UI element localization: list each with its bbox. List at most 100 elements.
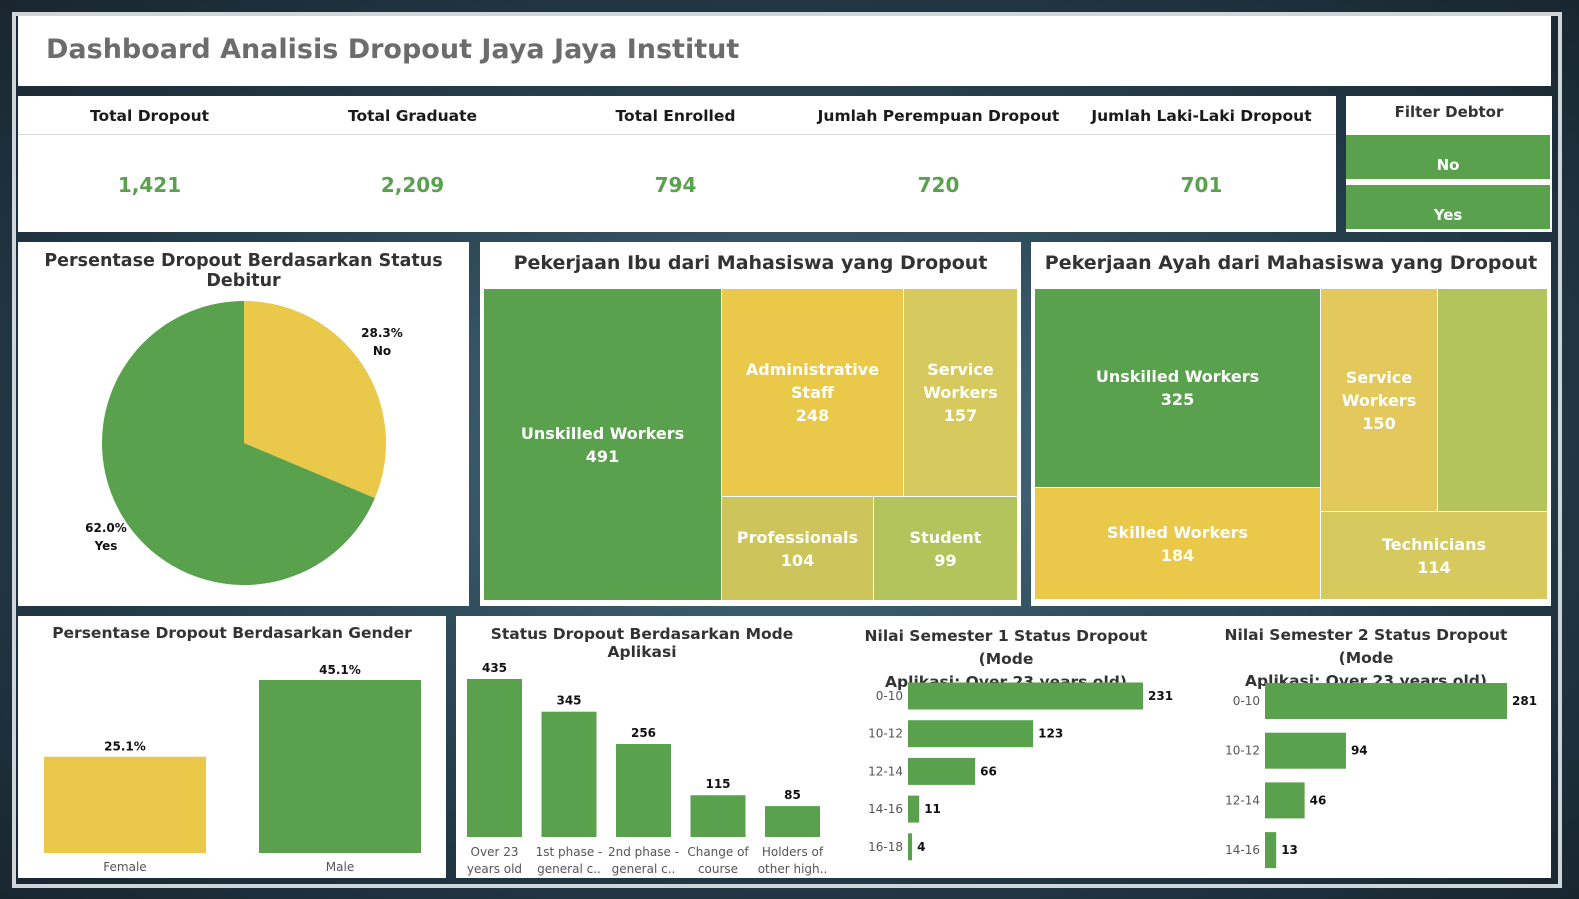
sem1-bar [908, 720, 1034, 748]
pie-slice-label: No [373, 344, 391, 358]
mode-category-label: course [698, 862, 738, 876]
tile-label: Unskilled Workers [520, 423, 685, 443]
pie-slice-yes [101, 300, 375, 585]
kpi-total-graduate: Total Graduate 2,209 [281, 96, 544, 232]
kpi-male-dropout: Jumlah Laki-Laki Dropout 701 [1070, 96, 1333, 232]
mode-category-label: Holders of [762, 845, 824, 859]
sem2-value-label: 13 [1281, 843, 1298, 857]
gender-bar-female [44, 756, 206, 853]
mode-category-label: general c.. [537, 862, 601, 876]
sem2-value-label: 46 [1310, 793, 1327, 807]
kpi-label: Total Graduate [347, 107, 478, 125]
sem2-value-label: 281 [1512, 694, 1537, 708]
sem1-title-line1: Nilai Semester 1 Status Dropout (Mode [864, 627, 1148, 668]
tile-father-skilled[interactable]: Skilled Workers 184 [1035, 488, 1321, 600]
sem1-value-label: 4 [917, 840, 925, 854]
tile-mother-administrative[interactable]: Administrative Staff 248 [722, 289, 904, 497]
filter-option-no[interactable]: No [1346, 135, 1550, 179]
gender-bar-male [259, 680, 421, 853]
sem1-value-label: 231 [1148, 689, 1173, 703]
mode-bar [467, 679, 522, 837]
sem1-value-label: 66 [980, 764, 997, 778]
sem1-category-label: 14-16 [868, 802, 903, 816]
kpi-label: Jumlah Laki-Laki Dropout [1091, 107, 1312, 125]
tile-value: 114 [1417, 557, 1451, 577]
mode-bar [541, 711, 597, 837]
tile-label: Student [909, 527, 982, 547]
pie-pct-label: 28.3% [361, 326, 403, 340]
tile-value: 157 [943, 406, 978, 425]
kpi-panel: Total Dropout 1,421 Total Graduate 2,209… [18, 96, 1336, 232]
tile-value: 104 [780, 550, 815, 570]
pie-slice-label: Yes [94, 539, 118, 553]
mode-value-label: 435 [482, 661, 507, 675]
kpi-divider [18, 134, 1336, 135]
tile-value: 325 [1160, 390, 1195, 409]
mode-value-label: 256 [631, 726, 656, 740]
kpi-value: 1,421 [117, 173, 182, 197]
mode-category-label: 2nd phase - [608, 845, 679, 859]
tile-father-technicians[interactable]: Technicians 114 [1321, 512, 1548, 600]
gender-value-label: 45.1% [319, 663, 361, 677]
mode-category-label: other high.. [758, 862, 828, 876]
sem2-title-line1: Nilai Semester 2 Status Dropout (Mode [1224, 626, 1508, 667]
sem1-bar [908, 795, 920, 823]
tile-label: Professionals [736, 527, 859, 547]
kpi-value: 701 [1180, 173, 1223, 197]
treemap-mother-title: Pekerjaan Ibu dari Mahasiswa yang Dropou… [513, 252, 988, 274]
dashboard-frame [12, 12, 1562, 888]
kpi-value: 794 [654, 173, 697, 197]
gender-category-label: Female [103, 860, 146, 874]
sem1-value-label: 123 [1038, 727, 1063, 741]
filter-option-label: No [1436, 156, 1460, 174]
pie-slice-no [244, 301, 386, 499]
mode-bar [690, 795, 746, 837]
tile-value: 99 [934, 550, 957, 570]
sem2-bar [1265, 782, 1305, 819]
tile-value: 248 [795, 406, 830, 425]
mode-category-label: general c.. [612, 862, 676, 876]
kpi-value: 2,209 [380, 173, 445, 197]
mode-category-label: 1st phase - [536, 845, 603, 859]
tile-mother-student[interactable]: Student 99 [874, 497, 1018, 601]
gender-value-label: 25.1% [104, 740, 146, 754]
kpi-total-enrolled: Total Enrolled 794 [544, 96, 807, 232]
mode-category-label: Change of [687, 845, 749, 859]
tile-father-service[interactable]: Service Workers 150 [1321, 289, 1438, 512]
mode-chart-title: Status Dropout Berdasarkan Mode Aplikasi [490, 625, 794, 661]
sem1-category-label: 0-10 [876, 689, 903, 703]
sem2-category-label: 10-12 [1225, 744, 1260, 758]
gender-chart-title: Persentase Dropout Berdasarkan Gender [52, 624, 412, 642]
sem2-bar [1265, 732, 1346, 769]
mode-bar [765, 806, 820, 837]
tile-value: 150 [1362, 413, 1396, 433]
tile-label: Service Workers [923, 360, 998, 402]
tile-father-other[interactable] [1438, 289, 1548, 512]
tile-father-unskilled[interactable]: Unskilled Workers 325 [1035, 289, 1321, 488]
filter-option-yes[interactable]: Yes [1346, 185, 1550, 229]
mode-value-label: 85 [784, 788, 801, 802]
filter-option-label: Yes [1433, 206, 1463, 224]
sem2-category-label: 12-14 [1225, 793, 1260, 807]
sem1-category-label: 16-18 [868, 840, 903, 854]
pie-chart: 28.3% No 62.0% Yes [85, 300, 403, 585]
tile-mother-service[interactable]: Service Workers 157 [904, 289, 1018, 497]
mode-category-label: years old [467, 862, 522, 876]
pie-panel: Persentase Dropout Berdasarkan Status De… [18, 242, 469, 606]
tile-value: 491 [585, 446, 620, 466]
tile-label: Service Workers [1341, 367, 1417, 410]
kpi-label: Jumlah Perempuan Dropout [817, 107, 1060, 125]
filter-debtor-panel: Filter Debtor No Yes [1346, 96, 1552, 232]
kpi-total-dropout: Total Dropout 1,421 [18, 96, 281, 232]
treemap-father-title: Pekerjaan Ayah dari Mahasiswa yang Dropo… [1044, 252, 1538, 274]
sem2-bar [1265, 683, 1507, 719]
sem2-value-label: 94 [1351, 744, 1368, 758]
tile-mother-unskilled[interactable]: Unskilled Workers 491 [484, 289, 722, 601]
filter-label: Filter Debtor [1394, 103, 1504, 121]
treemap-father-panel: Pekerjaan Ayah dari Mahasiswa yang Dropo… [1031, 242, 1551, 606]
mode-semester-panel: Status Dropout Berdasarkan Mode Aplikasi… [456, 616, 1551, 878]
dashboard-title: Dashboard Analisis Dropout Jaya Jaya Ins… [46, 34, 740, 65]
tile-label: Unskilled Workers [1095, 367, 1260, 386]
tile-mother-professionals[interactable]: Professionals 104 [722, 497, 874, 601]
mode-value-label: 345 [556, 694, 581, 708]
